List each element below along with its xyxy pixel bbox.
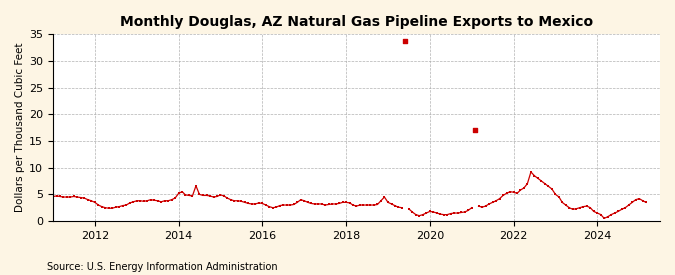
Text: Source: U.S. Energy Information Administration: Source: U.S. Energy Information Administ… <box>47 262 278 272</box>
Point <box>470 128 481 133</box>
Title: Monthly Douglas, AZ Natural Gas Pipeline Exports to Mexico: Monthly Douglas, AZ Natural Gas Pipeline… <box>120 15 593 29</box>
Point <box>400 39 410 43</box>
Y-axis label: Dollars per Thousand Cubic Feet: Dollars per Thousand Cubic Feet <box>15 43 25 212</box>
